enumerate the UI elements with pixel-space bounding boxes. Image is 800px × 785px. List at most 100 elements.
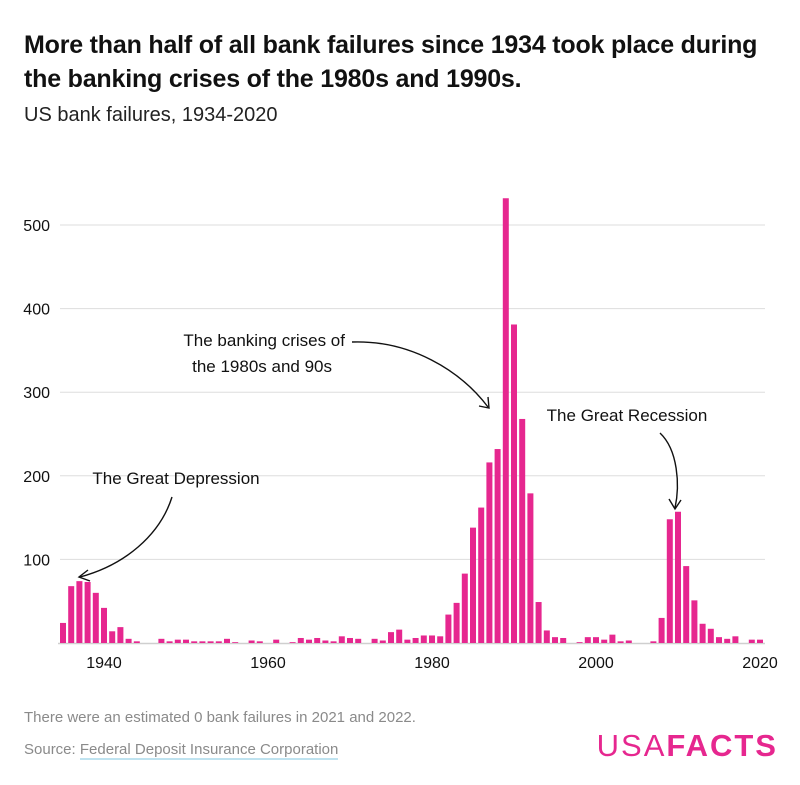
bar-1985	[470, 527, 476, 643]
bar-1975	[388, 632, 394, 643]
bar-2001	[601, 639, 608, 643]
bar-1993	[535, 602, 542, 643]
bar-1939	[92, 592, 99, 643]
bar-1954	[215, 641, 222, 643]
chart-title: More than half of all bank failures sinc…	[24, 31, 758, 93]
bar-1943	[125, 638, 132, 643]
bar-1999	[584, 637, 591, 643]
y-tick-label: 500	[23, 218, 50, 235]
bar-2015	[716, 637, 722, 643]
bar-1974	[379, 640, 386, 643]
bar-1951	[191, 641, 198, 643]
bar-1955	[224, 638, 230, 643]
bar-1940	[101, 607, 107, 643]
chart-subtitle: US bank failures, 1934-2020	[24, 104, 278, 126]
annotation-great-recession: The Great Recession	[547, 406, 708, 425]
bar-2004	[625, 640, 632, 643]
bar-1935	[60, 622, 66, 643]
bar-1976	[396, 629, 403, 643]
bar-1998	[576, 642, 583, 643]
bar-1942	[117, 627, 124, 643]
bar-2011	[683, 566, 690, 643]
bar-1963	[289, 642, 296, 643]
bar-2003	[617, 641, 624, 643]
y-tick-label: 200	[23, 469, 50, 486]
bar-1981	[437, 636, 444, 643]
bar-1979	[420, 635, 427, 643]
bar-2013	[699, 623, 706, 643]
bar-1966	[314, 637, 321, 643]
source-link[interactable]: Federal Deposit Insurance Corporation	[79, 741, 339, 760]
bar-1984	[461, 573, 468, 643]
bar-1941	[109, 631, 116, 643]
bar-1995	[552, 637, 558, 643]
bar-2000	[593, 637, 599, 643]
bar-1967	[322, 640, 329, 643]
bar-2008	[658, 617, 665, 643]
bar-1996	[560, 637, 567, 643]
bar-1953	[207, 641, 214, 643]
bar-1937	[76, 581, 83, 643]
source-label: Source:	[24, 741, 80, 758]
x-tick-label: 1960	[250, 655, 286, 672]
bar-2007	[650, 641, 657, 643]
arrowhead-icon	[77, 569, 91, 582]
bar-2009	[666, 519, 673, 643]
bar-1970	[347, 637, 353, 643]
bar-1950	[183, 639, 189, 643]
bar-1968	[330, 641, 337, 643]
bar-1988	[494, 449, 501, 643]
bar-1980	[429, 635, 435, 643]
bar-2020	[757, 639, 763, 643]
bar-1944	[133, 641, 140, 643]
annotation-arrow-crises	[351, 341, 489, 408]
bar-2014	[707, 628, 714, 643]
bar-1965	[306, 639, 312, 643]
arrowhead-icon	[478, 396, 490, 409]
bar-1961	[273, 639, 280, 643]
bar-2010	[675, 511, 681, 643]
bar-1947	[158, 638, 165, 643]
bar-1986	[478, 507, 485, 643]
annotation-arrow-depression	[79, 496, 173, 578]
x-tick-label: 2000	[578, 655, 614, 672]
bar-1973	[371, 638, 378, 643]
footnote: There were an estimated 0 bank failures …	[24, 709, 416, 726]
bar-2012	[691, 600, 698, 643]
annotation-banking-crises-line2: the 1980s and 90s	[192, 357, 332, 376]
usafacts-logo: USAFACTS	[596, 728, 778, 763]
x-tick-label: 1980	[414, 655, 450, 672]
x-tick-label: 2020	[742, 655, 778, 672]
bar-1983	[453, 602, 460, 643]
y-tick-label: 300	[23, 385, 50, 402]
bar-1992	[527, 493, 534, 643]
y-tick-label: 400	[23, 302, 50, 319]
bar-2002	[609, 634, 616, 643]
bar-1936	[68, 586, 75, 643]
bar-1989	[502, 198, 509, 644]
bar-1948	[166, 641, 173, 643]
bar-1964	[297, 637, 304, 643]
annotation-great-depression: The Great Depression	[92, 469, 259, 488]
y-tick-label: 100	[23, 552, 50, 569]
annotation-arrow-recession	[659, 432, 679, 509]
bar-2017	[732, 636, 739, 643]
bar-1952	[199, 641, 206, 643]
bar-1971	[355, 638, 362, 643]
bar-1977	[404, 639, 411, 643]
bar-1987	[486, 462, 493, 643]
bar-1994	[543, 630, 550, 643]
bar-1982	[445, 614, 452, 643]
x-tick-label: 1940	[86, 655, 122, 672]
bar-1949	[174, 639, 181, 643]
bar-1990	[511, 324, 517, 643]
source-line: Source: Federal Deposit Insurance Corpor…	[24, 741, 339, 760]
bar-1959	[256, 641, 263, 643]
bar-1958	[248, 640, 255, 643]
bar-1956	[232, 642, 239, 643]
arrowhead-icon	[668, 498, 682, 511]
bar-1969	[338, 636, 345, 643]
bar-1991	[519, 418, 526, 643]
bar-1938	[84, 581, 91, 643]
